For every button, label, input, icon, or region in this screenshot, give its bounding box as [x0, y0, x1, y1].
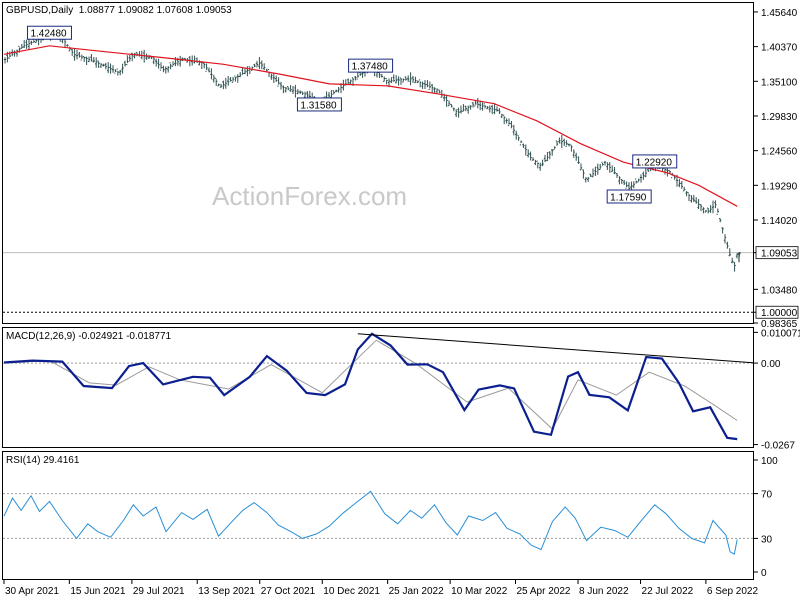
- price-annotation-label: 1.37480: [352, 62, 389, 73]
- price-tick-label: 1.03480: [761, 285, 798, 296]
- x-tick-label: 10 Dec 2021: [323, 586, 380, 597]
- price-label-box: [755, 246, 799, 260]
- x-tick-label: 10 Mar 2022: [451, 586, 508, 597]
- rsi-title: RSI(14) 29.4161: [6, 455, 80, 466]
- price-tick-label: 1.19290: [761, 181, 798, 192]
- macd-main-line: [3, 332, 738, 441]
- price-tick-label: 1.29830: [761, 112, 798, 123]
- price-annotation-label: 1.31580: [300, 100, 337, 111]
- macd-tick-label: 0.010071: [761, 328, 800, 339]
- price-tick-label: 1.09053: [761, 249, 798, 260]
- symbol-header: GBPUSD,Daily 1.08877 1.09082 1.07608 1.0…: [6, 5, 232, 16]
- price-tick-label: 1.24560: [761, 147, 798, 158]
- price-annotation-box: [296, 97, 342, 112]
- x-tick-label: 13 Sep 2021: [198, 586, 255, 597]
- rsi-tick-label: 30: [761, 534, 773, 545]
- price-tick-label: 1.14020: [761, 216, 798, 227]
- price-tick-label: 1.35100: [761, 77, 798, 88]
- price-annotation-box: [606, 189, 652, 204]
- rsi-tick-label: 70: [761, 490, 773, 501]
- macd-trendline: [357, 333, 754, 364]
- price-tick-label: 1.45640: [761, 8, 798, 19]
- macd-tick-label: 0.00: [761, 359, 781, 370]
- rsi-tick-label: 0: [761, 568, 767, 579]
- x-tick-label: 6 Sep 2022: [707, 586, 759, 597]
- price-tick-label: 1.00000: [761, 308, 798, 319]
- rsi-tick-label: 100: [761, 456, 778, 467]
- price-annotation-box: [348, 58, 394, 73]
- x-tick-label: 30 Apr 2021: [5, 586, 59, 597]
- price-annotation-label: 1.17590: [610, 193, 647, 204]
- macd-title: MACD(12,26,9) -0.024921 -0.018771: [6, 331, 172, 342]
- macd-pane: [2, 327, 754, 448]
- x-tick-label: 25 Jan 2022: [389, 586, 444, 597]
- macd-tick-label: -0.0267: [761, 441, 795, 452]
- x-tick-label: 27 Oct 2021: [261, 586, 316, 597]
- price-annotation-label: 1.22920: [636, 157, 673, 168]
- price-annotation-box: [26, 25, 72, 40]
- rsi-pane: [2, 451, 754, 580]
- x-tick-label: 25 Apr 2022: [517, 586, 571, 597]
- price-tick-label: 1.40370: [761, 43, 798, 54]
- price-tick-label: 0.98365: [761, 319, 798, 330]
- watermark: ActionForex.com: [212, 181, 407, 211]
- price-annotation-label: 1.42480: [30, 29, 67, 40]
- x-tick-label: 22 Jul 2022: [642, 586, 694, 597]
- x-tick-label: 8 Jun 2022: [579, 586, 629, 597]
- price-label-box: [755, 305, 799, 319]
- x-tick-label: 29 Jul 2021: [133, 586, 185, 597]
- price-annotation-box: [632, 154, 678, 169]
- x-tick-label: 15 Jun 2021: [70, 586, 125, 597]
- rsi-line: [3, 490, 738, 555]
